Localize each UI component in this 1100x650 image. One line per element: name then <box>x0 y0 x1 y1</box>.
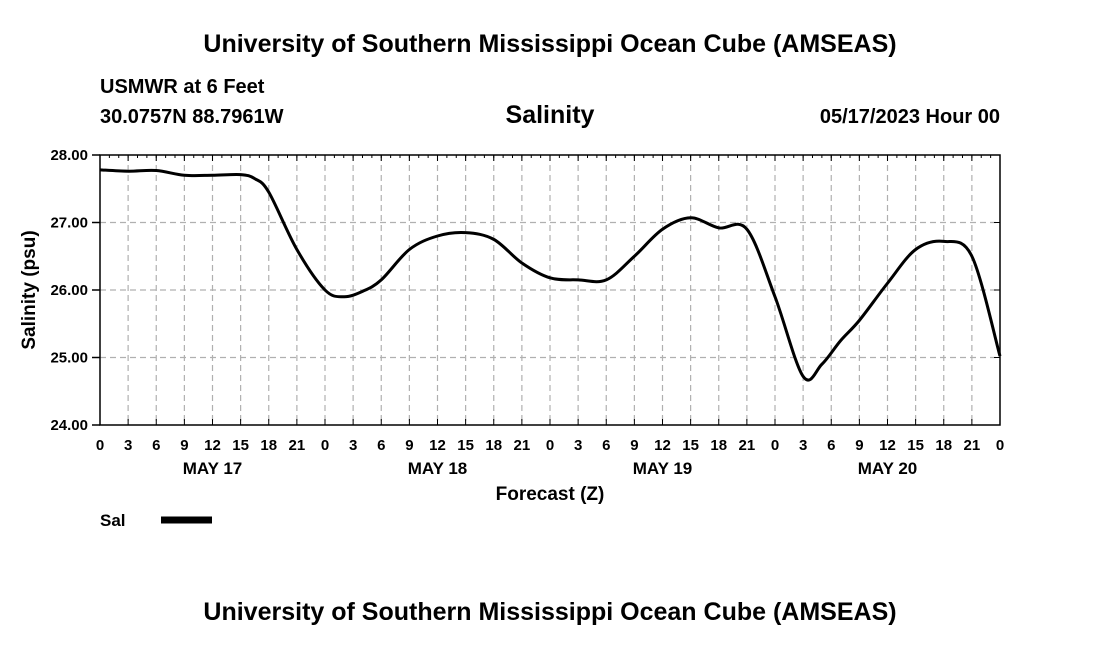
x-tick-label: 12 <box>204 437 221 454</box>
x-tick-label: 12 <box>879 437 896 454</box>
x-tick-label: 21 <box>514 437 531 454</box>
x-tick-label: 18 <box>935 437 952 454</box>
series <box>99 168 1002 382</box>
day-label: MAY 19 <box>633 459 693 478</box>
x-tick-label: 6 <box>377 437 385 454</box>
legend-label-sal: Sal <box>100 511 126 530</box>
x-tick-label: 21 <box>964 437 981 454</box>
y-tick-label: 24.00 <box>50 417 88 434</box>
x-tick-label: 9 <box>405 437 413 454</box>
x-tick-label: 12 <box>429 437 446 454</box>
x-tick-label: 9 <box>855 437 863 454</box>
x-tick-label: 21 <box>739 437 756 454</box>
x-tick-label: 6 <box>827 437 835 454</box>
x-tick-label: 15 <box>907 437 924 454</box>
legend: Sal <box>100 511 212 530</box>
x-tick-label: 18 <box>485 437 502 454</box>
x-tick-label: 21 <box>289 437 306 454</box>
series-line-sal <box>99 168 1002 382</box>
x-tick-label: 0 <box>96 437 104 454</box>
chart-title: Salinity <box>505 101 595 129</box>
y-tick-label: 26.00 <box>50 282 88 299</box>
day-label: MAY 18 <box>408 459 468 478</box>
x-tick-label: 0 <box>321 437 329 454</box>
station-label: USMWR at 6 Feet <box>100 76 265 98</box>
x-tick-label: 15 <box>232 437 249 454</box>
y-tick-label: 27.00 <box>50 215 88 232</box>
grid <box>100 155 1000 425</box>
plot-frame <box>99 154 1001 426</box>
x-tick-label: 6 <box>602 437 610 454</box>
y-axis-label: Salinity (psu) <box>19 230 40 349</box>
x-axis-label: Forecast (Z) <box>496 484 605 505</box>
x-tick-label: 15 <box>457 437 474 454</box>
day-label: MAY 17 <box>183 459 243 478</box>
footer-title: University of Southern Mississippi Ocean… <box>203 598 897 626</box>
page-title: University of Southern Mississippi Ocean… <box>203 30 897 58</box>
salinity-chart: 0 3 6 9 12 15 18 21 0 3 6 9 12 15 18 21 0 3 6 9 12 15 18 21 0 3 6 9… <box>19 147 1004 530</box>
x-tick-label: 0 <box>996 437 1004 454</box>
station-coordinates: 30.0757N 88.7961W <box>100 106 284 128</box>
x-tick-label: 3 <box>799 437 807 454</box>
x-tick-label: 9 <box>630 437 638 454</box>
x-tick-label: 15 <box>682 437 699 454</box>
x-tick-label: 0 <box>771 437 779 454</box>
x-tick-label: 18 <box>260 437 277 454</box>
x-tick-label: 0 <box>546 437 554 454</box>
y-tick-label: 25.00 <box>50 350 88 367</box>
day-label: MAY 20 <box>858 459 918 478</box>
x-tick-label: 6 <box>152 437 160 454</box>
x-tick-label: 3 <box>349 437 357 454</box>
x-tick-label: 3 <box>574 437 582 454</box>
x-tick-label: 12 <box>654 437 671 454</box>
y-tick-label: 28.00 <box>50 147 88 164</box>
forecast-datestamp: 05/17/2023 Hour 00 <box>819 106 1000 128</box>
axes: 0 3 6 9 12 15 18 21 0 3 6 9 12 15 18 21 0 3 6 9 12 15 18 21 0 3 6 9… <box>50 147 1004 478</box>
x-tick-label: 9 <box>180 437 188 454</box>
x-tick-label: 3 <box>124 437 132 454</box>
x-tick-label: 18 <box>710 437 727 454</box>
